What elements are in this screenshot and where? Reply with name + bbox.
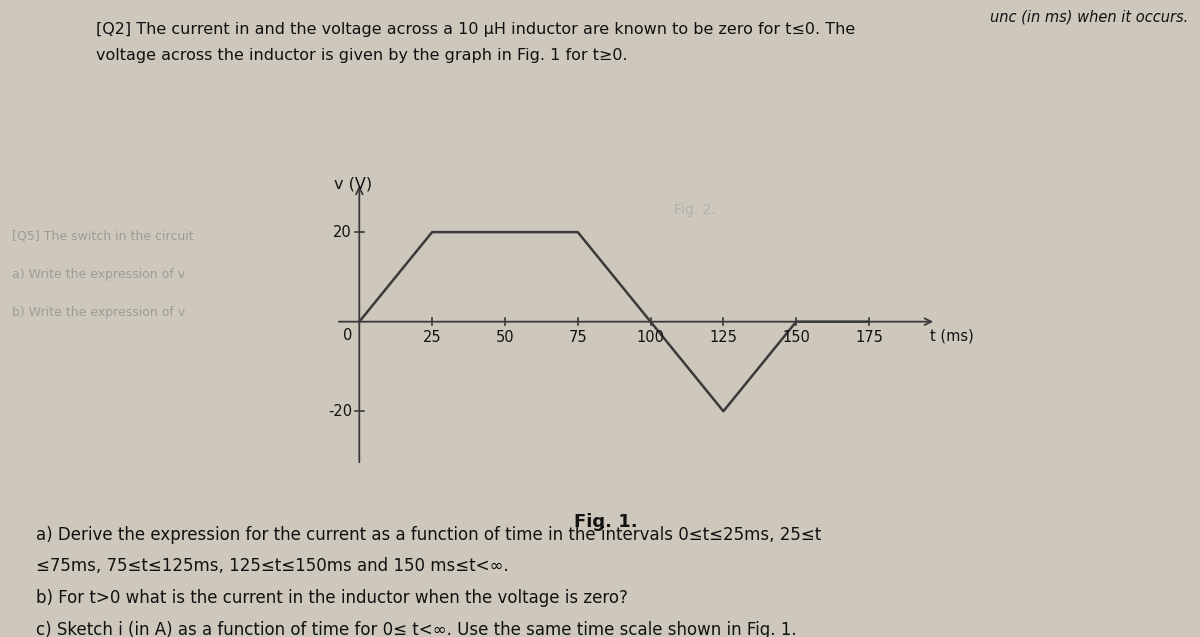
Text: b) Write the expression of v: b) Write the expression of v bbox=[12, 306, 185, 318]
Text: 100: 100 bbox=[636, 330, 665, 345]
Text: c) Sketch i (in A) as a function of time for 0≤ t<∞. Use the same time scale sho: c) Sketch i (in A) as a function of time… bbox=[36, 621, 797, 637]
Text: Fig. 1.: Fig. 1. bbox=[574, 513, 638, 531]
Text: 125: 125 bbox=[709, 330, 737, 345]
Text: 25: 25 bbox=[422, 330, 442, 345]
Text: voltage across the inductor is given by the graph in Fig. 1 for t≥0.: voltage across the inductor is given by … bbox=[96, 48, 628, 63]
Text: 50: 50 bbox=[496, 330, 515, 345]
Text: 175: 175 bbox=[856, 330, 883, 345]
Text: Fig. 2.: Fig. 2. bbox=[674, 203, 715, 217]
Text: 0: 0 bbox=[343, 329, 352, 343]
Text: unc (in ms) when it occurs.: unc (in ms) when it occurs. bbox=[990, 10, 1188, 25]
Text: -20: -20 bbox=[328, 404, 352, 419]
Text: [Q5] The switch in the circuit: [Q5] The switch in the circuit bbox=[12, 229, 193, 242]
Text: a) Write the expression of v: a) Write the expression of v bbox=[12, 268, 185, 280]
Text: 150: 150 bbox=[782, 330, 810, 345]
Text: 75: 75 bbox=[569, 330, 587, 345]
Text: t (ms): t (ms) bbox=[930, 329, 974, 343]
Text: a) Derive the expression for the current as a function of time in the intervals : a) Derive the expression for the current… bbox=[36, 526, 821, 543]
Text: [Q2] The current in and the voltage across a 10 μH inductor are known to be zero: [Q2] The current in and the voltage acro… bbox=[96, 22, 856, 38]
Text: b) For t>0 what is the current in the inductor when the voltage is zero?: b) For t>0 what is the current in the in… bbox=[36, 589, 628, 607]
Text: v (V): v (V) bbox=[335, 177, 372, 192]
Text: ≤75ms, 75≤t≤125ms, 125≤t≤150ms and 150 ms≤t<∞.: ≤75ms, 75≤t≤125ms, 125≤t≤150ms and 150 m… bbox=[36, 557, 509, 575]
Text: 20: 20 bbox=[334, 225, 352, 240]
